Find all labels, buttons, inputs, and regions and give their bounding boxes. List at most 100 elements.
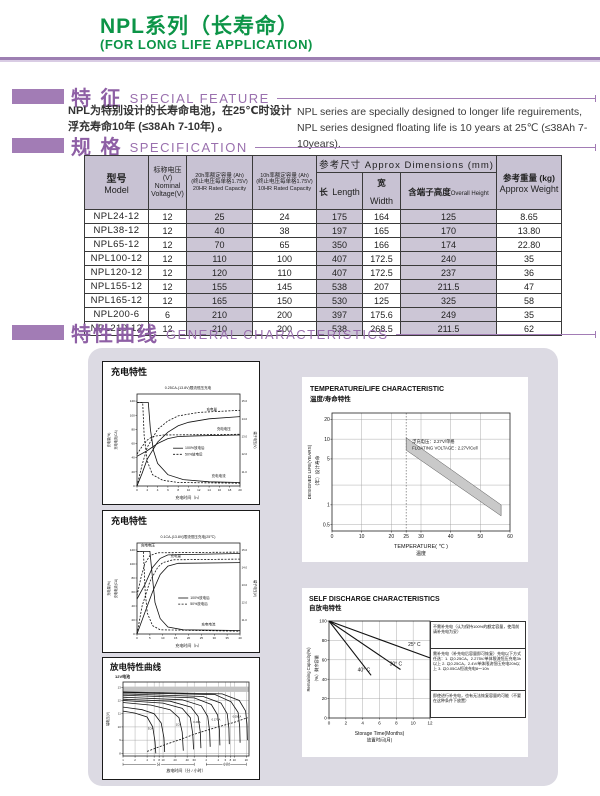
- col-length-cn: 长: [319, 187, 328, 197]
- chart-charge-characteristic-2: 充电特性 0.1CA-(13.8V)限流恒压充电(25℃) 0 5 10 15 20 25 30…: [102, 510, 260, 653]
- svg-text:充电时间（h）: 充电时间（h）: [175, 642, 201, 648]
- spec-cell: 350: [316, 237, 363, 252]
- svg-text:2: 2: [146, 488, 148, 492]
- spec-cell: 12: [148, 251, 187, 266]
- svg-text:放电时间（分 / 小时）: 放电时间（分 / 小时）: [166, 767, 205, 773]
- self-discharge-notes: 不需补充电（认为保持100%的额定容量，使用前请补充电为妥） 需补充电（补充电后容…: [430, 621, 526, 718]
- svg-text:10: 10: [233, 758, 237, 762]
- svg-text:浮充电压：2.27V/单格: 浮充电压：2.27V/单格: [412, 438, 455, 445]
- svg-text:温度: 温度: [416, 550, 426, 557]
- svg-text:25° C: 25° C: [408, 642, 421, 648]
- spec-row: NPL24-12 12 25 24 175 164 125 8.65: [84, 209, 562, 224]
- svg-text:60: 60: [322, 657, 328, 662]
- svg-text:20: 20: [131, 618, 135, 622]
- svg-text:13.0: 13.0: [242, 435, 248, 439]
- spec-cell: NPL24-12: [84, 209, 149, 224]
- spec-cell: 38: [252, 223, 317, 238]
- svg-text:8: 8: [177, 488, 179, 492]
- svg-text:充电量(%): 充电量(%): [106, 581, 111, 596]
- svg-text:12: 12: [197, 488, 201, 492]
- svg-text:18: 18: [228, 488, 232, 492]
- section-header-feature: 特 征 SPECIAL FEATURE: [12, 82, 597, 111]
- svg-text:FLOATING VOLTAGE : 2.27V/Cell: FLOATING VOLTAGE : 2.27V/Cell: [412, 445, 477, 450]
- svg-text:放电特性曲线: 放电特性曲线: [109, 662, 162, 672]
- spec-cell: 22.80: [496, 237, 562, 252]
- svg-text:120: 120: [130, 399, 135, 403]
- svg-text:10: 10: [161, 636, 165, 640]
- spec-cell: 70: [186, 237, 253, 252]
- svg-text:充电时间（h）: 充电时间（h）: [175, 494, 201, 500]
- svg-text:20: 20: [238, 488, 242, 492]
- svg-text:0: 0: [324, 716, 327, 721]
- svg-text:50: 50: [478, 534, 484, 540]
- spec-cell: 12: [148, 237, 187, 252]
- spec-cell: NPL155-12: [84, 279, 149, 294]
- svg-text:60: 60: [131, 442, 135, 446]
- svg-text:20: 20: [187, 636, 191, 640]
- spec-cell: 24: [252, 209, 317, 224]
- chart-charge-characteristic-1: 充电特性 0.25CA-(13.8V)限流恒压充电 0 2 4 6 8 10 12 14 16 18 2…: [102, 361, 260, 505]
- svg-text:充电特性: 充电特性: [111, 366, 147, 377]
- spec-cell: 249: [400, 307, 497, 322]
- spec-cell: NPL120-12: [84, 265, 149, 280]
- self-discharge-note: 即使进行补充电，也有无法恢复容量的可能（不要在这种条件下放置）: [431, 690, 525, 717]
- svg-text:100%放电后: 100%放电后: [190, 595, 210, 600]
- svg-text:100%放电后: 100%放电后: [185, 445, 205, 450]
- spec-cell: 165: [186, 293, 253, 308]
- svg-text:8: 8: [158, 758, 160, 762]
- svg-text:12: 12: [427, 721, 433, 726]
- spec-cell: 166: [362, 237, 401, 252]
- svg-text:11: 11: [118, 712, 121, 716]
- spec-cell: 62: [496, 321, 562, 336]
- spec-cell: 100: [252, 251, 317, 266]
- svg-text:80: 80: [322, 638, 328, 643]
- page-subtitle: (FOR LONG LIFE APPLICATION): [100, 37, 313, 52]
- svg-text:充电量: 充电量: [170, 553, 181, 558]
- svg-text:4: 4: [218, 758, 220, 762]
- svg-text:端电压(V): 端电压(V): [105, 712, 110, 726]
- spec-cell: NPL65-12: [84, 237, 149, 252]
- col-length-en: Length: [332, 187, 360, 197]
- svg-text:10: 10: [118, 725, 122, 729]
- spec-cell: 172.5: [362, 251, 401, 266]
- svg-text:40: 40: [186, 758, 190, 762]
- spec-cell: 407: [316, 265, 363, 280]
- col-cap10-l1: 10h率额定容量 (Ah): [260, 172, 309, 179]
- col-voltage-cn: 标称电压 (V): [153, 166, 182, 182]
- svg-text:充电电压: 充电电压: [141, 543, 155, 548]
- spec-cell: 12: [148, 223, 187, 238]
- svg-text:DESIGNED LIFE(YEARS): DESIGNED LIFE(YEARS): [307, 444, 312, 499]
- svg-text:（%）剩余容量: （%）剩余容量: [313, 655, 320, 684]
- spec-cell: NPL38-12: [84, 223, 149, 238]
- spec-cell: 12: [148, 293, 187, 308]
- svg-text:0.1CA-(13.8V)限流恒压充电(25℃): 0.1CA-(13.8V)限流恒压充电(25℃): [161, 534, 216, 539]
- section-rule: [276, 95, 597, 102]
- svg-text:20: 20: [174, 758, 178, 762]
- svg-text:Remaining Capacity(%): Remaining Capacity(%): [306, 647, 311, 692]
- spec-cell: 8.65: [496, 209, 562, 224]
- col-header-capacity-10h: 10h率额定容量 (Ah) (终止电压每单格1.75V) 10HR Rated …: [252, 155, 317, 210]
- svg-text:TEMPERATURE( ℃ ): TEMPERATURE( ℃ ): [394, 543, 448, 550]
- spec-cell: 210: [186, 321, 253, 336]
- col-header-voltage: 标称电压 (V) Nominal Voltage(V): [148, 155, 187, 210]
- spec-cell: NPL100-12: [84, 251, 149, 266]
- svg-text:20: 20: [389, 534, 395, 540]
- svg-text:25: 25: [200, 636, 204, 640]
- spec-cell: 36: [496, 265, 562, 280]
- spec-row: NPL210-12 12 210 200 538 268.5 211.5 62: [84, 321, 562, 336]
- svg-text:14: 14: [207, 488, 211, 492]
- svg-text:12.0: 12.0: [242, 452, 248, 456]
- svg-text:6: 6: [225, 758, 227, 762]
- section-title-en: SPECIAL FEATURE: [129, 90, 270, 106]
- svg-text:30: 30: [418, 534, 424, 540]
- section-title-en: GENERAL CHARACTERISTICS: [166, 326, 389, 342]
- svg-text:20: 20: [324, 417, 330, 423]
- svg-text:8: 8: [230, 758, 232, 762]
- svg-text:充电电流: 充电电流: [212, 473, 226, 478]
- svg-text:50%放电后: 50%放电后: [190, 601, 208, 606]
- spec-row: NPL100-12 12 110 100 407 172.5 240 35: [84, 251, 562, 266]
- svg-text:8: 8: [395, 721, 398, 726]
- svg-text:1CA: 1CA: [176, 723, 181, 727]
- svg-text:20: 20: [245, 758, 249, 762]
